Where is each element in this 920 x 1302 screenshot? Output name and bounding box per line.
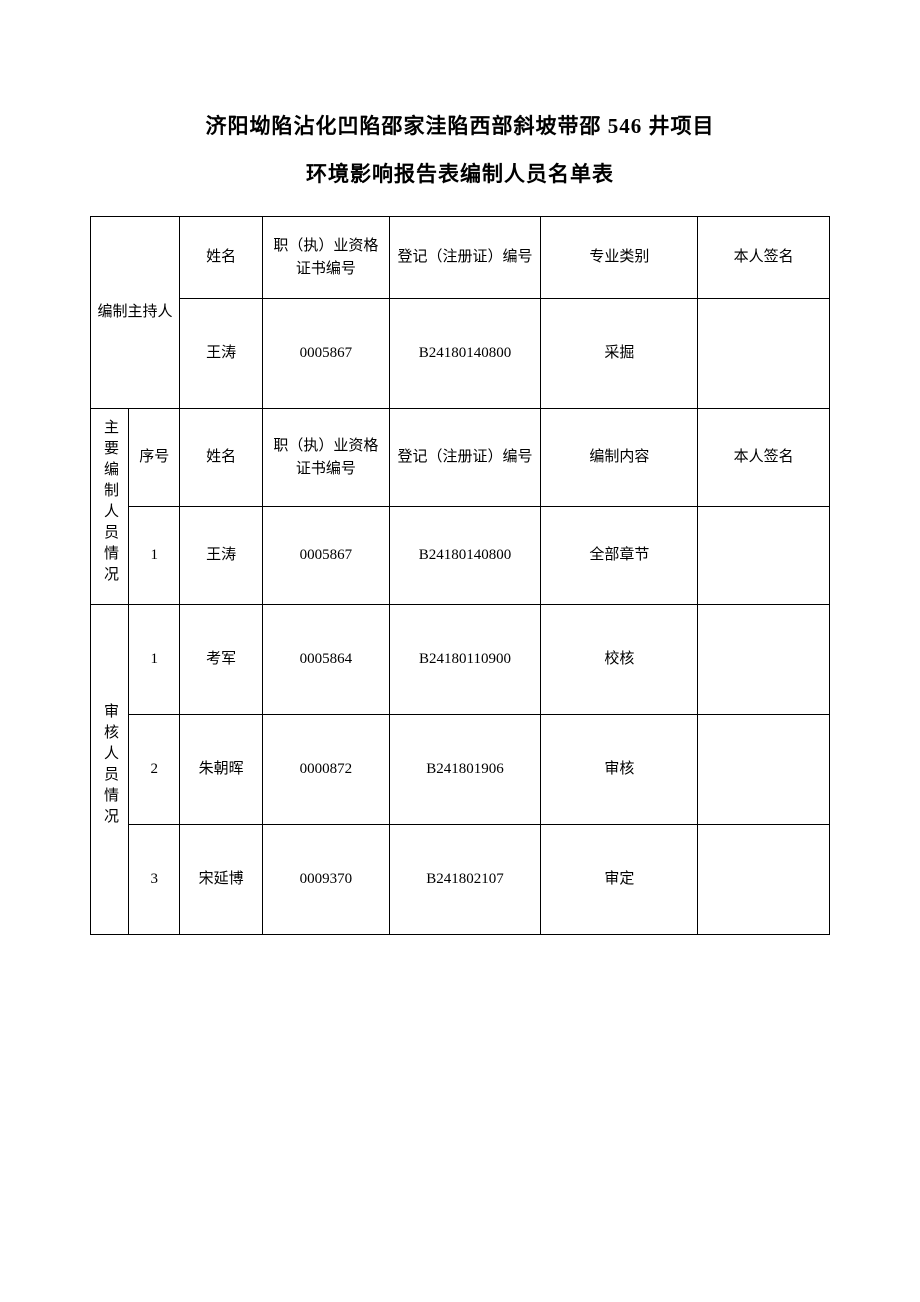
- host-data-row: 王涛 0005867 B24180140800 采掘: [91, 299, 830, 409]
- review-3-cert: 0009370: [263, 825, 390, 935]
- main-staff-row-1: 1 王涛 0005867 B24180140800 全部章节: [91, 507, 830, 605]
- review-staff-row-3: 3 宋延博 0009370 B241802107 审定: [91, 825, 830, 935]
- col-header-reg-2: 登记（注册证）编号: [389, 409, 541, 507]
- review-1-name: 考军: [180, 605, 263, 715]
- title-line-1: 济阳坳陷沾化凹陷邵家洼陷西部斜坡带邵 546 井项目: [90, 110, 830, 140]
- review-1-signature: [698, 605, 830, 715]
- col-header-name-2: 姓名: [180, 409, 263, 507]
- review-2-name: 朱朝晖: [180, 715, 263, 825]
- host-header-row: 编制主持人 姓名 职（执）业资格证书编号 登记（注册证）编号 专业类别 本人签名: [91, 217, 830, 299]
- review-2-content: 审核: [541, 715, 698, 825]
- col-header-name: 姓名: [180, 217, 263, 299]
- main-staff-1-signature: [698, 507, 830, 605]
- review-staff-section-text: 审核人员情况: [98, 703, 121, 829]
- main-staff-1-name: 王涛: [180, 507, 263, 605]
- review-1-reg: B24180110900: [389, 605, 541, 715]
- review-3-content: 审定: [541, 825, 698, 935]
- col-header-reg: 登记（注册证）编号: [389, 217, 541, 299]
- host-reg: B24180140800: [389, 299, 541, 409]
- document-title: 济阳坳陷沾化凹陷邵家洼陷西部斜坡带邵 546 井项目 环境影响报告表编制人员名单…: [90, 110, 830, 188]
- host-name: 王涛: [180, 299, 263, 409]
- col-header-signature-2: 本人签名: [698, 409, 830, 507]
- review-1-cert: 0005864: [263, 605, 390, 715]
- personnel-table: 编制主持人 姓名 职（执）业资格证书编号 登记（注册证）编号 专业类别 本人签名…: [90, 216, 830, 935]
- review-1-content: 校核: [541, 605, 698, 715]
- host-category: 采掘: [541, 299, 698, 409]
- main-staff-1-content: 全部章节: [541, 507, 698, 605]
- review-staff-row-1: 审核人员情况 1 考军 0005864 B24180110900 校核: [91, 605, 830, 715]
- review-3-signature: [698, 825, 830, 935]
- review-2-signature: [698, 715, 830, 825]
- review-2-seq: 2: [129, 715, 180, 825]
- main-staff-section-text: 主要编制人员情况: [98, 419, 121, 587]
- col-header-signature: 本人签名: [698, 217, 830, 299]
- main-staff-header-row: 主要编制人员情况 序号 姓名 职（执）业资格证书编号 登记（注册证）编号 编制内…: [91, 409, 830, 507]
- main-staff-1-cert: 0005867: [263, 507, 390, 605]
- review-3-reg: B241802107: [389, 825, 541, 935]
- review-3-seq: 3: [129, 825, 180, 935]
- review-1-seq: 1: [129, 605, 180, 715]
- col-header-cert-2: 职（执）业资格证书编号: [263, 409, 390, 507]
- col-header-cert: 职（执）业资格证书编号: [263, 217, 390, 299]
- review-staff-section-label: 审核人员情况: [91, 605, 129, 935]
- main-staff-1-seq: 1: [129, 507, 180, 605]
- main-staff-1-reg: B24180140800: [389, 507, 541, 605]
- col-header-seq: 序号: [129, 409, 180, 507]
- col-header-content: 编制内容: [541, 409, 698, 507]
- review-2-cert: 0000872: [263, 715, 390, 825]
- main-staff-section-label: 主要编制人员情况: [91, 409, 129, 605]
- host-signature: [698, 299, 830, 409]
- host-section-text: 编制主持人: [98, 304, 173, 320]
- review-3-name: 宋延博: [180, 825, 263, 935]
- host-section-label: 编制主持人: [91, 217, 180, 409]
- host-cert: 0005867: [263, 299, 390, 409]
- review-staff-row-2: 2 朱朝晖 0000872 B241801906 审核: [91, 715, 830, 825]
- title-line-2: 环境影响报告表编制人员名单表: [90, 158, 830, 188]
- review-2-reg: B241801906: [389, 715, 541, 825]
- col-header-category: 专业类别: [541, 217, 698, 299]
